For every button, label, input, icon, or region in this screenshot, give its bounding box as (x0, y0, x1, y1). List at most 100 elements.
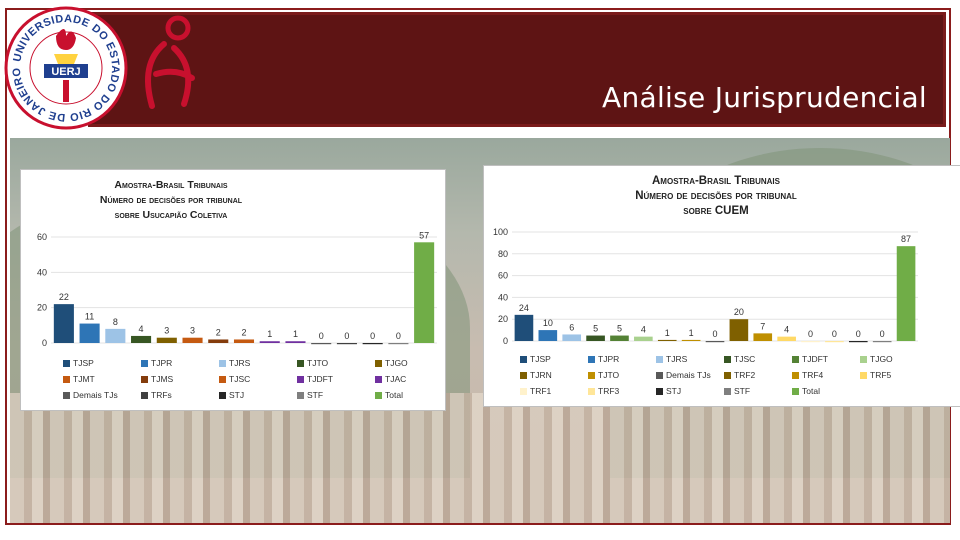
legend-entry: STF (734, 386, 750, 396)
legend-entry: TJMT (73, 374, 95, 384)
bar (753, 333, 773, 341)
y-tick-label: 80 (498, 249, 508, 259)
legend-entry: TJGO (385, 358, 408, 368)
data-label: 5 (617, 324, 622, 334)
legend-swatch (297, 392, 304, 399)
uerj-logo-icon: UNIVERSIDADE DO ESTADO DO RIO DE JANEIRO… (4, 6, 128, 130)
chart-title-line: Número de decisões por tribunal (100, 194, 243, 206)
data-label: 0 (856, 329, 861, 339)
chart-cuem: Amostra-Brasil Tribunais Número de decisõ… (483, 165, 960, 407)
data-label: 3 (190, 326, 195, 336)
legend-entry: TJDFT (307, 374, 333, 384)
legend-swatch (656, 388, 663, 395)
legend-entry: TJPR (151, 358, 172, 368)
data-label: 2 (216, 327, 221, 337)
data-label: 11 (85, 312, 94, 322)
legend-swatch (520, 356, 527, 363)
legend-swatch (375, 392, 382, 399)
legend-entry: TJSC (229, 374, 250, 384)
legend-swatch (860, 372, 867, 379)
legend-entry: TJSP (73, 358, 94, 368)
data-label: 10 (543, 318, 553, 328)
bar (311, 343, 332, 345)
chart-2-svg: Amostra-Brasil Tribunais Número de decisõ… (493, 175, 918, 396)
bar (285, 341, 306, 343)
data-label: 0 (319, 331, 324, 341)
data-label: 1 (267, 329, 272, 339)
data-label: 8 (113, 317, 118, 327)
legend-swatch (588, 372, 595, 379)
legend-entry: TJDFT (802, 354, 828, 364)
legend-entry: TRF3 (598, 386, 620, 396)
page-title: Análise Jurisprudencial (601, 81, 927, 114)
y-tick-label: 100 (493, 227, 508, 237)
uerj-acronym: UERJ (51, 66, 80, 78)
legend-swatch (724, 356, 731, 363)
data-label: 6 (569, 322, 574, 332)
data-label: 0 (370, 331, 375, 341)
chart-title-line: sobre Usucapião Coletiva (115, 209, 228, 221)
bar (79, 323, 100, 343)
bar (414, 242, 435, 343)
data-label: 2 (241, 327, 246, 337)
legend-swatch (297, 376, 304, 383)
bar (105, 328, 126, 343)
legend-swatch (860, 356, 867, 363)
legend-swatch (656, 356, 663, 363)
data-label: 87 (901, 234, 911, 244)
bar (801, 341, 820, 343)
y-tick-label: 60 (37, 232, 47, 242)
legend-swatch (724, 388, 731, 395)
people-emblem-icon (145, 15, 195, 109)
legend-swatch (375, 376, 382, 383)
legend-entry: Demais TJs (73, 390, 118, 400)
legend-entry: TJRN (530, 370, 552, 380)
legend-swatch (520, 388, 527, 395)
legend-entry: TRFs (151, 390, 172, 400)
bar (610, 335, 629, 341)
legend-entry: TRF5 (870, 370, 892, 380)
data-label: 22 (59, 292, 69, 302)
legend-swatch (792, 372, 799, 379)
header-banner: Análise Jurisprudencial (88, 12, 946, 127)
bar (259, 341, 280, 343)
data-label: 4 (641, 325, 646, 335)
bar (681, 339, 701, 341)
bar (729, 319, 749, 341)
legend-entry: TJAC (385, 374, 406, 384)
data-label: 0 (712, 329, 717, 339)
bar (634, 336, 653, 341)
data-label: 7 (760, 321, 765, 331)
legend-swatch (141, 392, 148, 399)
data-label: 0 (808, 329, 813, 339)
bar (777, 336, 796, 341)
legend-swatch (792, 388, 799, 395)
legend-swatch (588, 356, 595, 363)
y-tick-label: 40 (498, 292, 508, 302)
data-label: 57 (419, 230, 429, 240)
legend-entry: STJ (229, 390, 244, 400)
legend-swatch (297, 360, 304, 367)
legend-swatch (588, 388, 595, 395)
legend-swatch (141, 360, 148, 367)
legend-swatch (63, 392, 70, 399)
legend-entry: TJSC (734, 354, 755, 364)
legend-swatch (656, 372, 663, 379)
bar (896, 246, 916, 341)
legend-entry: TRF4 (802, 370, 824, 380)
data-label: 0 (832, 329, 837, 339)
y-tick-label: 0 (42, 338, 47, 348)
legend-swatch (219, 376, 226, 383)
data-label: 4 (784, 325, 789, 335)
legend-entry: TJTO (598, 370, 619, 380)
y-tick-label: 60 (498, 271, 508, 281)
legend-entry: Total (802, 386, 820, 396)
y-tick-label: 20 (37, 303, 47, 313)
data-label: 0 (344, 331, 349, 341)
legend-swatch (63, 376, 70, 383)
legend-entry: TJRS (666, 354, 688, 364)
legend-swatch (219, 392, 226, 399)
legend-entry: TRF1 (530, 386, 552, 396)
legend-swatch (63, 360, 70, 367)
bar (233, 339, 255, 343)
